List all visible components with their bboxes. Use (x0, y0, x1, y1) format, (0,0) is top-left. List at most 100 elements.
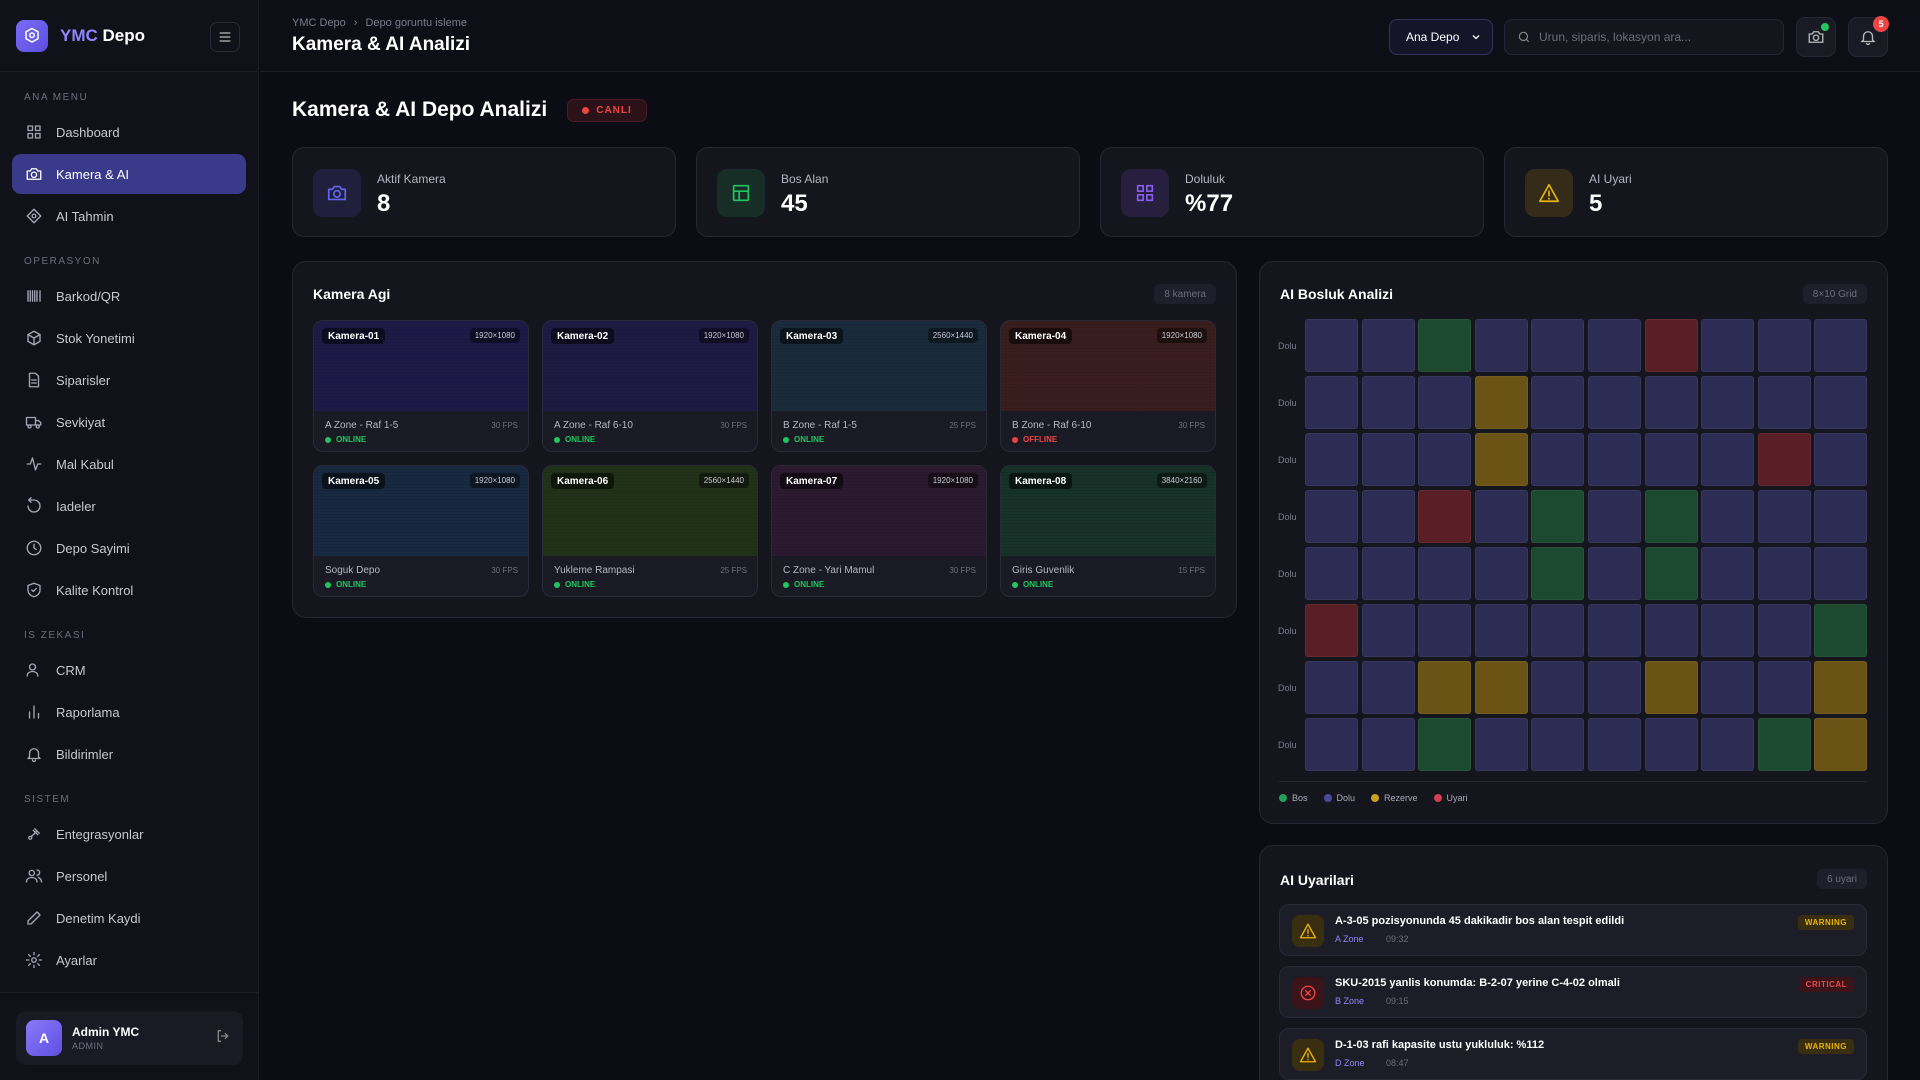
sidebar-item-stok-yonetimi[interactable]: Stok Yonetimi (12, 318, 246, 358)
grid-cell[interactable] (1418, 718, 1472, 771)
grid-cell[interactable] (1588, 661, 1641, 714)
sidebar-item-ayarlar[interactable]: Ayarlar (12, 940, 246, 980)
grid-cell[interactable] (1305, 718, 1358, 771)
sidebar-item-depo-sayimi[interactable]: Depo Sayimi (12, 528, 246, 568)
grid-cell[interactable] (1531, 718, 1585, 771)
camera-card[interactable]: Kamera-03 2560×1440 B Zone - Raf 1-5 25 FPS… (771, 320, 987, 452)
depot-select[interactable]: Ana Depo (1389, 19, 1493, 55)
sidebar-item-dashboard[interactable]: Dashboard (12, 112, 246, 152)
grid-cell[interactable] (1588, 604, 1641, 657)
camera-card[interactable]: Kamera-04 1920×1080 B Zone - Raf 6-10 30 FP… (1000, 320, 1216, 452)
grid-cell[interactable] (1305, 319, 1358, 372)
grid-cell[interactable] (1644, 661, 1698, 714)
grid-cell[interactable] (1644, 319, 1698, 372)
grid-cell[interactable] (1701, 547, 1755, 600)
grid-cell[interactable] (1474, 661, 1528, 714)
grid-cell[interactable] (1644, 376, 1698, 429)
grid-cell[interactable] (1814, 547, 1868, 600)
grid-cell[interactable] (1588, 433, 1641, 486)
grid-cell[interactable] (1305, 661, 1358, 714)
grid-cell[interactable] (1418, 319, 1472, 372)
grid-cell[interactable] (1757, 490, 1811, 543)
grid-cell[interactable] (1361, 604, 1415, 657)
sidebar-item-kalite-kontrol[interactable]: Kalite Kontrol (12, 570, 246, 610)
logout-icon[interactable] (215, 1028, 231, 1049)
grid-cell[interactable] (1418, 490, 1472, 543)
grid-cell[interactable] (1418, 547, 1472, 600)
user-card[interactable]: A Admin YMC ADMIN (16, 1011, 243, 1065)
camera-button[interactable] (1796, 17, 1836, 57)
grid-cell[interactable] (1474, 490, 1528, 543)
grid-cell[interactable] (1814, 433, 1868, 486)
grid-cell[interactable] (1757, 718, 1811, 771)
grid-cell[interactable] (1418, 376, 1472, 429)
grid-cell[interactable] (1305, 433, 1358, 486)
grid-cell[interactable] (1474, 376, 1528, 429)
sidebar-item-raporlama[interactable]: Raporlama (12, 692, 246, 732)
grid-cell[interactable] (1418, 433, 1472, 486)
grid-cell[interactable] (1305, 604, 1358, 657)
camera-feed[interactable] (314, 466, 528, 556)
grid-cell[interactable] (1701, 433, 1755, 486)
grid-cell[interactable] (1588, 376, 1641, 429)
grid-cell[interactable] (1644, 718, 1698, 771)
grid-cell[interactable] (1305, 490, 1358, 543)
grid-cell[interactable] (1814, 319, 1868, 372)
grid-cell[interactable] (1701, 604, 1755, 657)
grid-cell[interactable] (1814, 376, 1868, 429)
grid-cell[interactable] (1701, 718, 1755, 771)
grid-cell[interactable] (1757, 547, 1811, 600)
camera-card[interactable]: Kamera-01 1920×1080 A Zone - Raf 1-5 30 FPS… (313, 320, 529, 452)
grid-cell[interactable] (1531, 319, 1585, 372)
camera-card[interactable]: Kamera-07 1920×1080 C Zone - Yari Mamul 30 … (771, 465, 987, 597)
grid-cell[interactable] (1474, 604, 1528, 657)
sidebar-item-crm[interactable]: CRM (12, 650, 246, 690)
grid-cell[interactable] (1305, 547, 1358, 600)
grid-cell[interactable] (1757, 319, 1811, 372)
grid-cell[interactable] (1361, 376, 1415, 429)
grid-cell[interactable] (1474, 319, 1528, 372)
search-input[interactable] (1539, 30, 1769, 44)
sidebar-item-personel[interactable]: Personel (12, 856, 246, 896)
grid-cell[interactable] (1361, 661, 1415, 714)
notifications-button[interactable]: 5 (1848, 16, 1889, 57)
grid-cell[interactable] (1418, 661, 1472, 714)
grid-cell[interactable] (1701, 490, 1755, 543)
grid-cell[interactable] (1305, 376, 1358, 429)
breadcrumb-home[interactable]: YMC Depo (292, 17, 346, 29)
sidebar-item-barkod-qr[interactable]: Barkod/QR (12, 276, 246, 316)
sidebar-item-sevkiyat[interactable]: Sevkiyat (12, 402, 246, 442)
grid-cell[interactable] (1588, 718, 1641, 771)
grid-cell[interactable] (1701, 376, 1755, 429)
grid-cell[interactable] (1474, 718, 1528, 771)
sidebar-item-iadeler[interactable]: Iadeler (12, 486, 246, 526)
sidebar-item-denetim-kaydi[interactable]: Denetim Kaydi (12, 898, 246, 938)
alert-item[interactable]: SKU-2015 yanlis konumda: B-2-07 yerine C… (1279, 966, 1867, 1018)
sidebar-item-ai-tahmin[interactable]: AI Tahmin (12, 196, 246, 236)
grid-cell[interactable] (1814, 490, 1868, 543)
grid-cell[interactable] (1531, 661, 1585, 714)
grid-cell[interactable] (1361, 433, 1415, 486)
alert-item[interactable]: A-3-05 pozisyonunda 45 dakikadir bos ala… (1279, 904, 1867, 956)
grid-cell[interactable] (1644, 547, 1698, 600)
menu-toggle-button[interactable] (210, 22, 240, 52)
grid-cell[interactable] (1757, 433, 1811, 486)
grid-cell[interactable] (1361, 718, 1415, 771)
grid-cell[interactable] (1361, 490, 1415, 543)
grid-cell[interactable] (1531, 490, 1585, 543)
grid-cell[interactable] (1531, 433, 1585, 486)
grid-cell[interactable] (1701, 661, 1755, 714)
grid-cell[interactable] (1757, 376, 1811, 429)
camera-card[interactable]: Kamera-08 3840×2160 Giris Guvenlik 15 FPS ON… (1000, 465, 1216, 597)
grid-cell[interactable] (1814, 718, 1868, 771)
grid-cell[interactable] (1531, 604, 1585, 657)
grid-cell[interactable] (1361, 547, 1415, 600)
grid-cell[interactable] (1531, 547, 1585, 600)
sidebar-item-kamera-ai[interactable]: Kamera & AI (12, 154, 246, 194)
sidebar-item-bildirimler[interactable]: Bildirimler (12, 734, 246, 774)
grid-cell[interactable] (1588, 547, 1641, 600)
grid-cell[interactable] (1361, 319, 1415, 372)
grid-cell[interactable] (1757, 604, 1811, 657)
grid-cell[interactable] (1644, 490, 1698, 543)
grid-cell[interactable] (1474, 547, 1528, 600)
